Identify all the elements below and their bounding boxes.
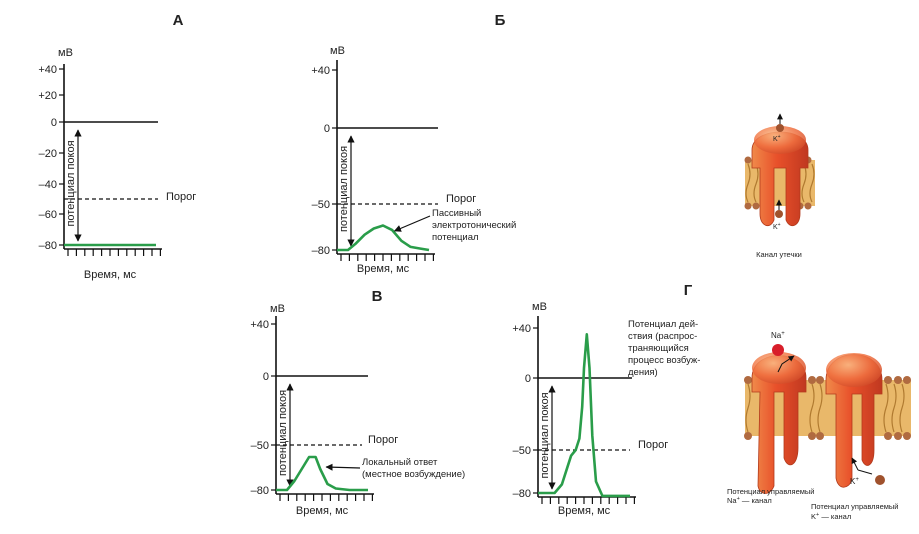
y-axis-unit-a: мВ	[58, 47, 73, 59]
y-axis-unit-v: мВ	[270, 303, 285, 315]
y-tick-label-g-0: +40	[512, 323, 531, 335]
potential-curve-b	[337, 224, 430, 252]
x-axis-label-g: Время, мс	[558, 505, 611, 517]
annotation-text-g-0-2: траняющийся	[628, 343, 689, 354]
annotation-text-g-0-3: процесс возбуж-	[628, 355, 700, 366]
vg-lipid-tails	[745, 383, 905, 433]
leak-channel-illustration: K+ K+ Канал утечки	[744, 113, 815, 259]
na-channel-caption-line1: Потенциал управляемый	[727, 487, 815, 496]
annotation-arrow-b-0	[393, 215, 431, 232]
y-tick-label-v-1: 0	[263, 371, 269, 383]
annotation-text-b-0-0: Пассивный	[432, 208, 481, 219]
leak-ion-bottom: K+	[773, 199, 783, 231]
k-ion: K+	[850, 457, 885, 486]
y-tick-label-b-1: 0	[324, 123, 330, 135]
resting-label-v: потенциал покоя	[277, 390, 289, 476]
annotation-text-v-0-1: (местное возбуждение)	[362, 469, 465, 480]
annotation-text-b-0-2: потенциал	[432, 232, 479, 243]
panel-v-letter: В	[372, 288, 383, 305]
annotation-text-g-0-0: Потенциал дей-	[628, 319, 698, 330]
y-axis-unit-b: мВ	[330, 45, 345, 57]
annotation-text-g-0-1: ствия (распрос-	[628, 331, 697, 342]
panel-b: Б +40 0 –50 –80 мВ Время, мс Порог потенциал по…	[311, 12, 516, 275]
panel-a-letter: А	[173, 12, 184, 29]
y-tick-label-a-1: +20	[38, 90, 57, 102]
na-channel-caption-line2: Na+ — канал	[727, 496, 772, 505]
leak-ion-top-label: K+	[773, 134, 781, 143]
x-axis-label-a: Время, мс	[84, 269, 137, 281]
k-channel-protein	[825, 353, 883, 488]
resting-label-g: потенциал покоя	[539, 392, 551, 478]
y-tick-label-v-0: +40	[250, 319, 269, 331]
panel-b-letter: Б	[495, 12, 506, 29]
panel-v-plot: +40 0 –50 –80 мВ Время, мс Порог потенциал поко…	[250, 303, 465, 517]
annotation-arrow-v-0	[325, 463, 361, 471]
y-tick-label-a-4: –40	[39, 179, 57, 191]
x-axis-label-v: Время, мс	[296, 505, 349, 517]
threshold-label-v: Порог	[368, 434, 398, 446]
y-tick-label-b-0: +40	[311, 65, 330, 77]
resting-label-a: потенциал покоя	[65, 140, 77, 226]
panel-g: Г +40 0 –50 –80 мВ Время, мс Порог потенциал по…	[512, 282, 700, 517]
resting-label-b: потенциал покоя	[338, 146, 350, 232]
na-ion-label: Na+	[771, 331, 785, 340]
y-tick-label-a-2: 0	[51, 117, 57, 129]
annotation-text-b-0-1: электротонический	[432, 220, 516, 231]
threshold-label-g: Порог	[638, 439, 668, 451]
panel-a-plot: +40 +20 0 –20 –40 –60 –80 мВ Время, мс Порог потен…	[38, 47, 196, 281]
y-tick-label-v-3: –80	[251, 485, 269, 497]
leak-ion-bottom-label: K+	[773, 222, 781, 231]
panel-g-letter: Г	[684, 282, 693, 299]
y-tick-label-g-2: –50	[513, 445, 531, 457]
y-tick-label-a-6: –80	[39, 240, 57, 252]
y-tick-label-g-1: 0	[525, 373, 531, 385]
leak-channel-protein	[751, 126, 809, 227]
y-tick-label-b-3: –80	[312, 245, 330, 257]
potential-curve-g	[538, 333, 630, 498]
k-channel-caption-line2: K+ — канал	[811, 512, 851, 521]
y-tick-label-g-3: –80	[513, 488, 531, 500]
potential-curve-v	[276, 455, 368, 492]
leak-ion-top: K+	[773, 113, 784, 143]
k-channel-caption-line1: Потенциал управляемый	[811, 502, 899, 511]
k-ion-label: K+	[850, 477, 859, 486]
y-axis-unit-g: мВ	[532, 301, 547, 313]
y-tick-label-a-5: –60	[39, 209, 57, 221]
leak-channel-caption: Канал утечки	[756, 250, 802, 259]
annotation-text-v-0-0: Локальный ответ	[362, 457, 438, 468]
y-tick-label-a-3: –20	[39, 148, 57, 160]
vg-lipid-heads	[744, 376, 911, 440]
y-tick-label-v-2: –50	[251, 440, 269, 452]
threshold-label-b: Порог	[446, 193, 476, 205]
na-ion: Na+	[771, 331, 795, 373]
threshold-label-a: Порог	[166, 191, 196, 203]
panel-g-plot: +40 0 –50 –80 мВ Время, мс Порог потенциал поко…	[512, 301, 700, 517]
panel-a: А +40 +20 0 –20 –40 –60 –80 мВ Время, мс Порог пот…	[38, 12, 196, 281]
annotation-text-g-0-4: дения)	[628, 367, 658, 378]
x-axis-label-b: Время, мс	[357, 263, 410, 275]
y-tick-label-a-0: +40	[38, 64, 57, 76]
panel-b-plot: +40 0 –50 –80 мВ Время, мс Порог потенциал поко…	[311, 45, 516, 275]
panel-v: В +40 0 –50 –80 мВ Время, мс Порог потенциал по…	[250, 288, 465, 517]
voltage-gated-channels-illustration: Na+ K+ Потенциал управляемый Na+ — канал…	[727, 331, 911, 521]
y-tick-label-b-2: –50	[312, 199, 330, 211]
